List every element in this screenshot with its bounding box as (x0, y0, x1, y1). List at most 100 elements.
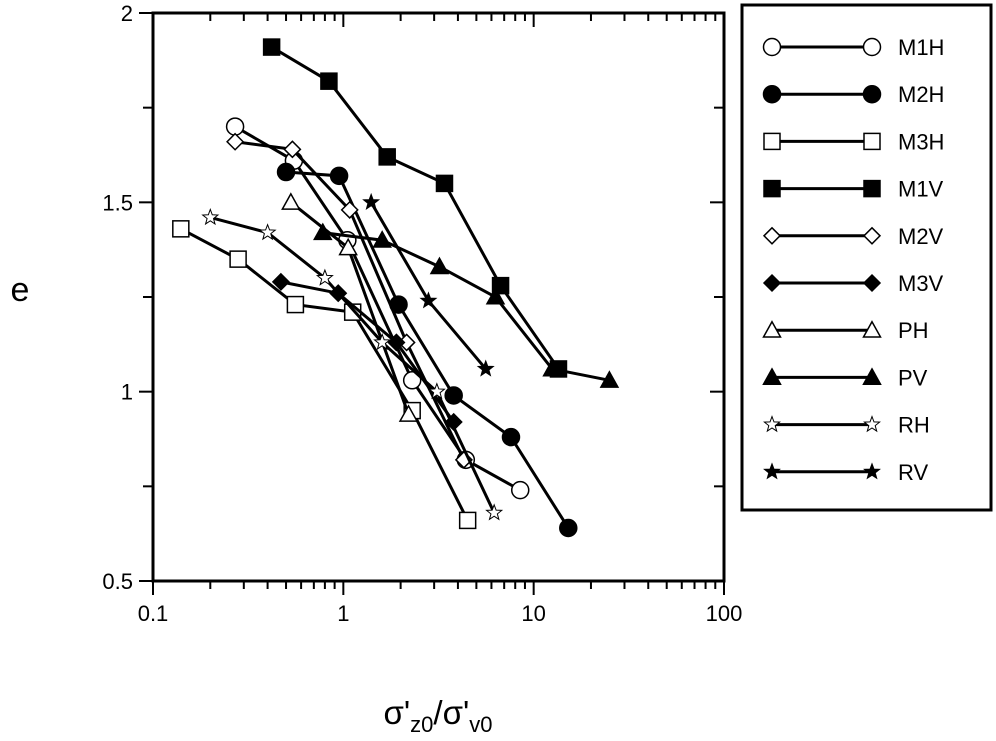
x-axis-label-base: σ' (383, 694, 410, 731)
marker-diamond (762, 226, 782, 245)
marker-triangle (762, 367, 782, 385)
marker-square (863, 179, 881, 198)
marker-circle (329, 166, 349, 186)
marker-diamond (862, 226, 882, 245)
y-tick-label: 1.5 (102, 190, 133, 215)
axes: 0.1 1 10 100 0.5 1 1.5 2 (102, 1, 742, 626)
legend-item-rv: RV (763, 460, 928, 485)
legend-label: M2V (898, 224, 944, 249)
marker-circle (559, 518, 578, 538)
legend-item-rh: RH (763, 413, 930, 438)
legend: M1H M2H M3H M1V M2V M3V PH PV RH RV (740, 3, 993, 512)
series-rv (362, 192, 495, 377)
series-line (322, 231, 610, 382)
marker-triangle (398, 404, 419, 422)
marker-circle (501, 427, 521, 447)
marker-square (458, 511, 477, 530)
marker-star (315, 268, 334, 286)
legend-label: PV (898, 365, 928, 390)
marker-circle (402, 371, 422, 390)
series-rh (201, 208, 504, 521)
marker-star (362, 192, 381, 210)
marker-star (863, 415, 881, 433)
legend-item-ph: PH (762, 318, 929, 343)
marker-square (435, 174, 454, 193)
y-tick-label: 1 (121, 380, 133, 405)
y-tick-label: 0.5 (102, 569, 133, 594)
marker-square (320, 72, 338, 90)
series-pv (313, 222, 620, 388)
marker-circle (510, 480, 530, 500)
x-tick-label: 100 (706, 601, 743, 626)
marker-diamond (283, 140, 302, 159)
legend-label: M2H (898, 82, 944, 107)
marker-triangle (338, 237, 358, 256)
y-axis-label: e (11, 271, 30, 309)
marker-circle (276, 162, 296, 182)
legend-label: M1V (898, 177, 944, 202)
marker-circle (225, 117, 245, 136)
legend-label: M3H (898, 129, 944, 154)
x-tick-label: 1 (337, 601, 349, 626)
marker-triangle (599, 370, 620, 388)
legend-item-m1v: M1V (763, 177, 944, 202)
marker-square (229, 250, 247, 268)
legend-label: PH (898, 318, 929, 343)
marker-square (763, 179, 781, 198)
legend-item-m2h: M2H (762, 82, 944, 107)
marker-triangle (862, 367, 882, 385)
marker-square (262, 38, 281, 56)
series-m2h (276, 162, 578, 538)
legend-item-m3h: M3H (763, 129, 944, 154)
marker-triangle (281, 192, 301, 210)
marker-diamond (340, 200, 359, 219)
marker-triangle (862, 320, 882, 338)
marker-square (863, 132, 881, 151)
marker-diamond (862, 273, 882, 293)
legend-item-m1h: M1H (762, 35, 944, 60)
series-m2v (226, 132, 473, 469)
x-axis-label-sep: /σ' (433, 694, 469, 731)
marker-triangle (429, 256, 450, 275)
marker-triangle (372, 230, 392, 248)
marker-star (427, 382, 446, 400)
marker-star (476, 359, 495, 377)
x-axis-label-sub1: z0 (410, 712, 433, 737)
series-line (180, 227, 470, 522)
marker-circle (862, 37, 882, 57)
marker-diamond (226, 132, 245, 151)
legend-label: M3V (898, 271, 944, 296)
marker-circle (444, 386, 463, 405)
marker-star (419, 291, 438, 309)
marker-square (763, 132, 781, 151)
marker-star (201, 208, 220, 226)
marker-star (258, 223, 277, 241)
marker-triangle (485, 286, 506, 305)
marker-circle (762, 84, 782, 104)
x-axis-label: σ'z0/σ'v0 (383, 694, 492, 737)
marker-diamond (387, 333, 406, 352)
marker-circle (862, 84, 882, 104)
legend-label: RH (898, 413, 930, 438)
marker-star (763, 415, 781, 433)
legend-label: M1H (898, 35, 944, 60)
marker-square (378, 148, 396, 166)
marker-star (863, 462, 881, 480)
legend-item-m2v: M2V (762, 224, 944, 249)
marker-triangle (762, 320, 782, 338)
marker-circle (762, 37, 782, 57)
legend-item-pv: PV (762, 365, 928, 390)
marker-triangle (313, 222, 333, 241)
marker-diamond (271, 272, 290, 291)
series-line (234, 125, 521, 492)
series-m1v (262, 38, 568, 378)
series-line (209, 216, 496, 514)
series-ph (281, 192, 419, 422)
marker-triangle (542, 358, 562, 377)
legend-label: RV (898, 460, 928, 485)
series-line (285, 170, 570, 529)
x-axis-label-sub2: v0 (469, 712, 492, 737)
legend-box (740, 3, 993, 512)
legend-item-m3v: M3V (762, 271, 944, 296)
plot-frame (151, 11, 726, 583)
